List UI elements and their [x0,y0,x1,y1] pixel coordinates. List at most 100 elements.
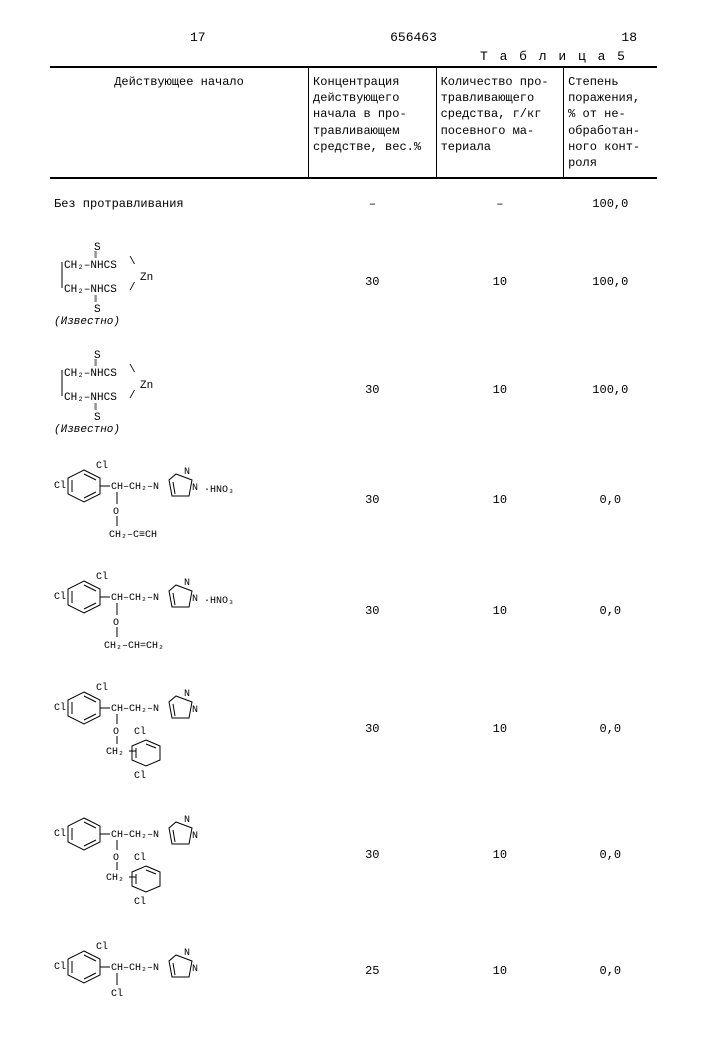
row-label: Без протравливания [54,197,184,211]
svg-text:Cl: Cl [134,852,146,864]
svg-text:/: / [129,282,136,294]
svg-text:N: N [192,964,198,975]
cell-degree: 0,0 [564,444,657,555]
table-row: S ‖ CH₂–NHCS CH₂–NHCS \ / Zn ‖ S (Извес [50,336,657,444]
svg-text:Cl: Cl [111,988,123,1000]
cell-active: Cl Cl CH–CH₂–N N N Cl [50,918,309,1023]
svg-text:S: S [94,412,101,422]
chem-structure-triazole-icon: Cl Cl CH–CH₂–N N N ·HNO₃ [54,452,269,547]
cell-degree: 0,0 [564,792,657,918]
cell-amount: 10 [436,918,564,1023]
svg-text:Cl: Cl [96,941,108,953]
cell-degree: 100,0 [564,178,657,228]
cell-amount: 10 [436,228,564,336]
cell-conc: 30 [309,792,437,918]
svg-text:Cl: Cl [134,726,146,738]
svg-text:CH₂–NHCS: CH₂–NHCS [64,368,117,380]
chem-structure-triazole-icon: Cl CH–CH₂–N N N O Cl CH₂ [54,800,269,910]
table-row: Без протравливания – – 100,0 [50,178,657,228]
svg-text:N: N [192,594,198,605]
svg-text:Cl: Cl [54,591,66,603]
svg-text:Cl: Cl [96,682,108,694]
svg-text:N: N [192,705,198,716]
cell-amount: 10 [436,792,564,918]
svg-text:Cl: Cl [134,896,146,908]
svg-text:CH₂: CH₂ [106,747,124,758]
svg-text:O: O [113,507,119,518]
cell-conc: 30 [309,228,437,336]
svg-text:CH–CH₂–N: CH–CH₂–N [111,963,159,974]
svg-text:Cl: Cl [134,770,146,782]
table-row: S ‖ CH₂–NHCS CH₂–NHCS \ / Zn ‖ S (Извес [50,228,657,336]
cell-active: Cl Cl CH–CH₂–N N N O Cl CH₂ [50,666,309,792]
col-header-conc: Концентрация действующего начала в про-т… [309,67,437,178]
cell-amount: 10 [436,336,564,444]
svg-text:CH₂–NHCS: CH₂–NHCS [64,260,117,272]
cell-degree: 100,0 [564,336,657,444]
svg-text:N: N [192,483,198,494]
cell-active: Cl CH–CH₂–N N N O Cl CH₂ [50,792,309,918]
svg-text:N: N [184,815,190,826]
cell-active: S ‖ CH₂–NHCS CH₂–NHCS \ / Zn ‖ S (Извес [50,228,309,336]
svg-text:Cl: Cl [54,961,66,973]
svg-text:CH₂–CH=CH₂: CH₂–CH=CH₂ [104,641,164,652]
table-row: Cl Cl CH–CH₂–N N N O Cl CH₂ [50,666,657,792]
chem-structure-zineb-icon: S ‖ CH₂–NHCS CH₂–NHCS \ / Zn ‖ S [54,344,224,422]
svg-text:Cl: Cl [54,702,66,714]
svg-text:·HNO₃: ·HNO₃ [204,485,234,496]
svg-text:N: N [184,948,190,959]
cell-amount: 10 [436,444,564,555]
cell-active: Без протравливания [50,178,309,228]
svg-text:CH–CH₂–N: CH–CH₂–N [111,593,159,604]
page-header: 17 656463 18 [50,30,657,45]
svg-text:CH–CH₂–N: CH–CH₂–N [111,482,159,493]
cell-amount: 10 [436,666,564,792]
svg-text:Zn: Zn [140,380,153,392]
page-left: 17 [190,30,206,45]
svg-text:O: O [113,853,119,864]
cell-conc: 30 [309,336,437,444]
table-row: Cl Cl CH–CH₂–N N N ·HNO₃ [50,444,657,555]
cell-degree: 0,0 [564,555,657,666]
doc-number: 656463 [390,30,437,45]
cell-amount: 10 [436,555,564,666]
svg-text:CH₂–NHCS: CH₂–NHCS [64,392,117,404]
cell-active: S ‖ CH₂–NHCS CH₂–NHCS \ / Zn ‖ S (Извес [50,336,309,444]
table-row: Cl CH–CH₂–N N N O Cl CH₂ [50,792,657,918]
svg-text:Cl: Cl [54,828,66,840]
row-label: (Известно) [54,424,305,436]
cell-conc: 30 [309,555,437,666]
chem-structure-zineb-icon: S ‖ CH₂–NHCS CH₂–NHCS \ / Zn ‖ S [54,236,224,314]
svg-text:/: / [129,390,136,402]
svg-text:Cl: Cl [54,480,66,492]
table-caption: Т а б л и ц а 5 [50,49,657,64]
page-right: 18 [621,30,637,45]
cell-conc: 30 [309,444,437,555]
table-row: Cl Cl CH–CH₂–N N N Cl 25 [50,918,657,1023]
svg-text:O: O [113,618,119,629]
svg-text:CH₂–NHCS: CH₂–NHCS [64,284,117,296]
svg-text:O: O [113,727,119,738]
chem-structure-triazole-icon: Cl Cl CH–CH₂–N N N Cl [54,933,269,1008]
row-label: (Известно) [54,316,305,328]
cell-conc: 25 [309,918,437,1023]
svg-text:N: N [184,578,190,589]
svg-text:CH₂: CH₂ [106,873,124,884]
col-header-active: Действующее начало [50,67,309,178]
svg-text:Zn: Zn [140,272,153,284]
svg-text:N: N [184,689,190,700]
chem-structure-triazole-icon: Cl Cl CH–CH₂–N N N ·HNO₃ O [54,563,269,658]
chem-structure-triazole-icon: Cl Cl CH–CH₂–N N N O Cl CH₂ [54,674,269,784]
cell-degree: 0,0 [564,666,657,792]
cell-amount: – [436,178,564,228]
col-header-degree: Степень поражения, % от не-обработан-ног… [564,67,657,178]
svg-text:CH₂–C≡CH: CH₂–C≡CH [109,530,157,541]
svg-text:·HNO₃: ·HNO₃ [204,596,234,607]
col-header-amount: Количество про-травливающего средства, г… [436,67,564,178]
svg-text:CH–CH₂–N: CH–CH₂–N [111,704,159,715]
svg-text:Cl: Cl [96,460,108,472]
svg-text:S: S [94,304,101,314]
svg-text:Cl: Cl [96,571,108,583]
cell-degree: 100,0 [564,228,657,336]
svg-text:N: N [184,467,190,478]
